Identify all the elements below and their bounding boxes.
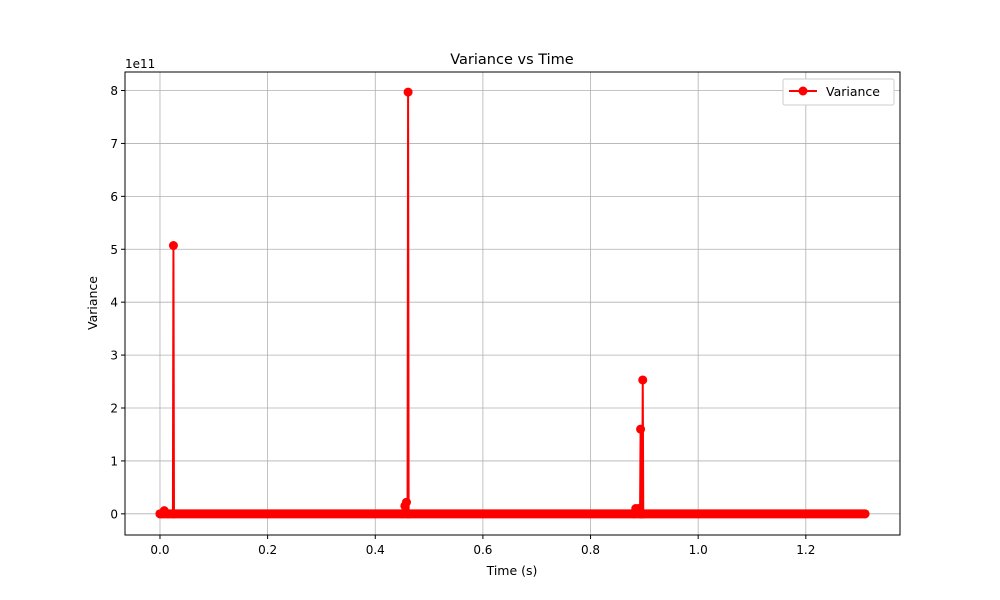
legend-marker	[798, 86, 808, 96]
y-tick-label: 6	[110, 190, 118, 204]
legend: Variance	[782, 78, 895, 106]
data-point	[638, 509, 648, 519]
legend-label: Variance	[826, 84, 880, 99]
y-tick-label: 3	[110, 349, 118, 363]
data-point	[636, 424, 646, 434]
x-tick-label: 1.0	[689, 543, 708, 557]
data-point	[638, 375, 648, 385]
x-tick-label: 0.0	[150, 543, 169, 557]
data-point	[401, 497, 411, 507]
data-point	[860, 509, 870, 519]
y-tick-label: 5	[110, 243, 118, 257]
y-tick-label: 4	[110, 296, 118, 310]
y-tick-label: 0	[110, 507, 118, 521]
y-tick-label: 7	[110, 137, 118, 151]
data-point	[168, 241, 178, 251]
data-point	[403, 87, 413, 97]
x-tick-label: 0.6	[473, 543, 492, 557]
chart-title: Variance vs Time	[450, 52, 574, 68]
x-tick-label: 0.2	[258, 543, 277, 557]
x-tick-label: 0.4	[366, 543, 385, 557]
x-tick-label: 1.2	[796, 543, 815, 557]
y-tick-label: 2	[110, 402, 118, 416]
y-tick-label: 8	[110, 84, 118, 98]
y-axis-multiplier: 1e11	[125, 57, 155, 71]
data-point	[404, 509, 414, 519]
x-tick-label: 0.8	[581, 543, 600, 557]
y-tick-label: 1	[110, 454, 118, 468]
legend-box	[782, 78, 895, 106]
y-axis-label: Variance	[85, 276, 100, 330]
plot-frame	[124, 71, 901, 536]
series-variance	[155, 87, 870, 519]
x-axis-label: Time (s)	[486, 563, 538, 578]
data-point	[169, 509, 179, 519]
axis-ticks: 0.0 0.2 0.4 0.6 0.8 1.0 1.2 0 1 2 3 4 5 6 7 8	[110, 84, 815, 557]
